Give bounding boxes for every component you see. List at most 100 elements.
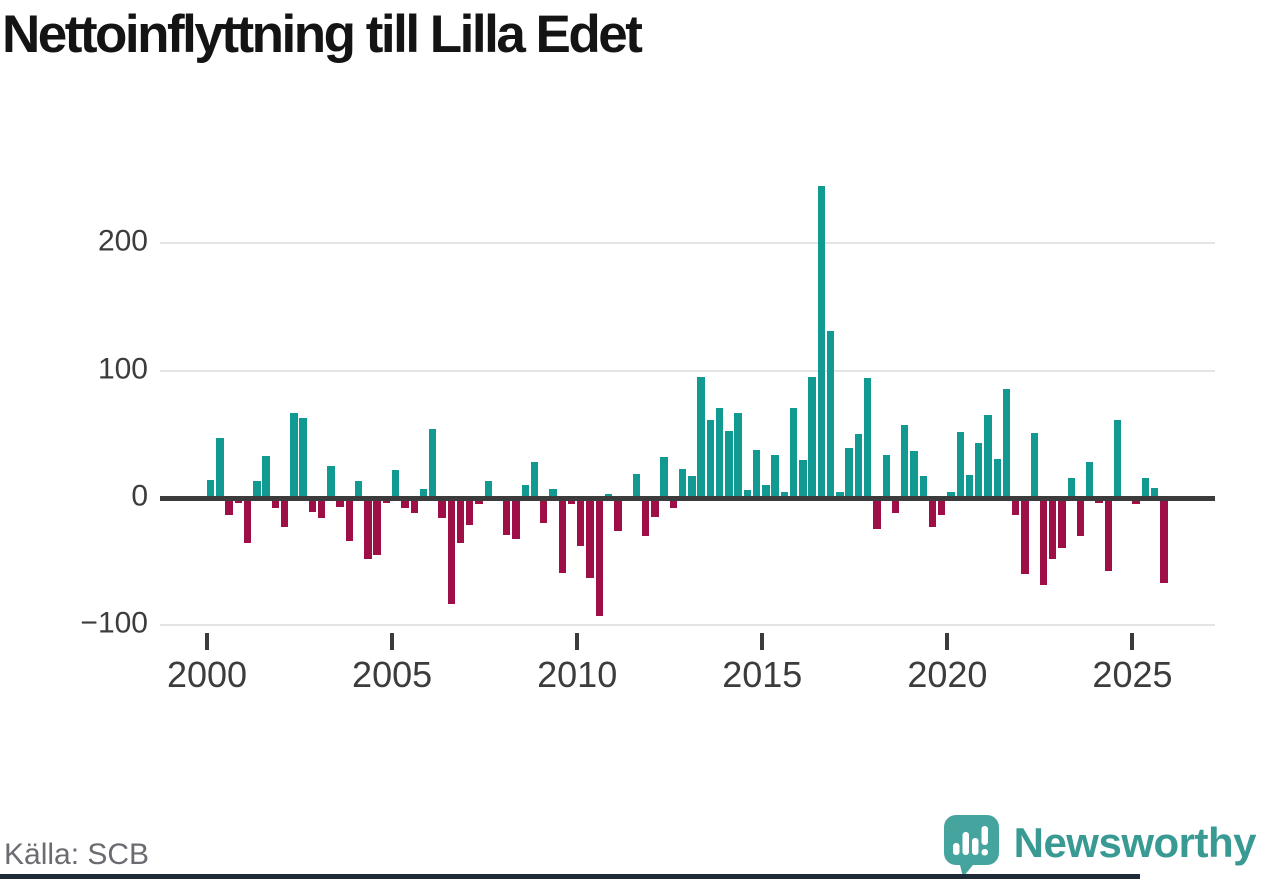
logo-bar-2	[962, 832, 969, 855]
data-bar	[752, 449, 761, 498]
data-bar	[271, 498, 280, 509]
data-bar	[614, 498, 622, 532]
data-bar	[234, 498, 243, 504]
data-bar	[512, 498, 520, 539]
data-bar	[715, 407, 724, 498]
data-bar	[540, 498, 548, 524]
source-label: Källa: SCB	[4, 838, 150, 871]
bottom-accent-bar	[0, 874, 1140, 879]
data-bar	[503, 498, 511, 535]
data-bar	[1141, 477, 1150, 498]
data-bar	[308, 498, 317, 512]
data-bar	[1132, 498, 1140, 505]
data-bar	[799, 459, 807, 498]
data-bar	[1049, 498, 1057, 560]
data-bar	[225, 498, 233, 515]
data-bar	[1012, 498, 1020, 515]
data-bar	[993, 458, 1001, 498]
data-bar	[678, 468, 687, 498]
data-bar	[817, 186, 826, 498]
data-bar	[521, 485, 529, 498]
data-bar	[854, 434, 863, 498]
data-bar	[1030, 433, 1038, 498]
data-bar	[947, 491, 955, 498]
data-bar	[280, 498, 289, 528]
data-bar	[984, 415, 992, 498]
data-bar	[401, 498, 409, 509]
data-bar	[447, 498, 455, 604]
data-bar	[725, 430, 733, 498]
logo-bubble	[943, 815, 999, 877]
x-tick-label: 2025	[1092, 654, 1173, 695]
data-bar	[632, 473, 640, 498]
grid-line	[160, 624, 1215, 627]
data-bar	[1086, 462, 1094, 498]
x-tick-label: 2020	[907, 654, 988, 695]
data-bar	[475, 498, 483, 505]
data-bar	[762, 485, 770, 498]
data-bar	[586, 498, 594, 579]
data-bar	[419, 489, 428, 498]
brand-name: Newsworthy	[1013, 819, 1257, 866]
data-bar	[345, 498, 354, 542]
chart-title: Nettoinflyttning till Lilla Edet	[2, 5, 643, 64]
data-bar	[734, 412, 742, 498]
logo-exclamation-dot	[981, 849, 988, 856]
data-bar	[706, 420, 715, 498]
y-tick-label: 200	[97, 225, 148, 259]
x-axis-tick	[1130, 633, 1135, 650]
data-bar	[354, 481, 363, 498]
data-bar	[253, 481, 261, 498]
x-tick-label: 2000	[166, 654, 248, 695]
data-bar	[206, 480, 215, 498]
data-bar	[373, 498, 381, 556]
grid-line	[160, 369, 1215, 372]
data-bar	[873, 498, 881, 529]
data-bar	[317, 498, 326, 519]
data-bar	[262, 455, 270, 498]
data-bar	[901, 425, 909, 498]
newsworthy-logo-icon	[943, 815, 999, 877]
data-bar	[595, 498, 603, 617]
zero-axis-line	[160, 495, 1215, 501]
data-bar	[410, 498, 418, 514]
x-tick-label: 2005	[352, 654, 433, 695]
data-bar	[882, 454, 890, 498]
data-bar	[558, 498, 566, 574]
data-bar	[1076, 498, 1085, 537]
data-bar	[891, 498, 900, 514]
data-bar	[1095, 498, 1103, 504]
x-axis-tick	[205, 633, 209, 650]
data-bar	[1002, 388, 1011, 498]
logo-bar-1	[952, 843, 960, 855]
data-bar	[975, 443, 983, 498]
data-bar	[743, 490, 752, 498]
data-bar	[771, 454, 779, 498]
data-bar	[577, 498, 585, 547]
data-bar	[651, 498, 659, 518]
y-tick-label: 0	[131, 479, 148, 513]
data-bar	[1021, 498, 1029, 575]
x-axis-tick	[390, 633, 395, 650]
data-bar	[290, 412, 298, 498]
y-tick-label: 100	[97, 352, 148, 386]
data-bar	[919, 476, 927, 498]
data-bar	[669, 498, 678, 509]
data-bar	[780, 491, 789, 498]
data-bar	[549, 489, 557, 498]
data-bar	[466, 498, 474, 525]
data-bar	[456, 498, 465, 543]
data-bar	[364, 498, 372, 560]
data-bar	[910, 450, 918, 498]
data-bar	[299, 417, 307, 498]
data-bar	[836, 491, 844, 498]
x-tick-label: 2015	[722, 654, 803, 695]
data-bar	[956, 431, 964, 498]
logo-exclamation-bar	[981, 826, 988, 845]
data-bar	[336, 498, 344, 507]
data-bar	[438, 498, 446, 519]
data-bar	[826, 331, 835, 498]
data-bar	[688, 476, 696, 498]
x-axis-tick	[575, 633, 580, 650]
data-bar	[530, 462, 539, 498]
